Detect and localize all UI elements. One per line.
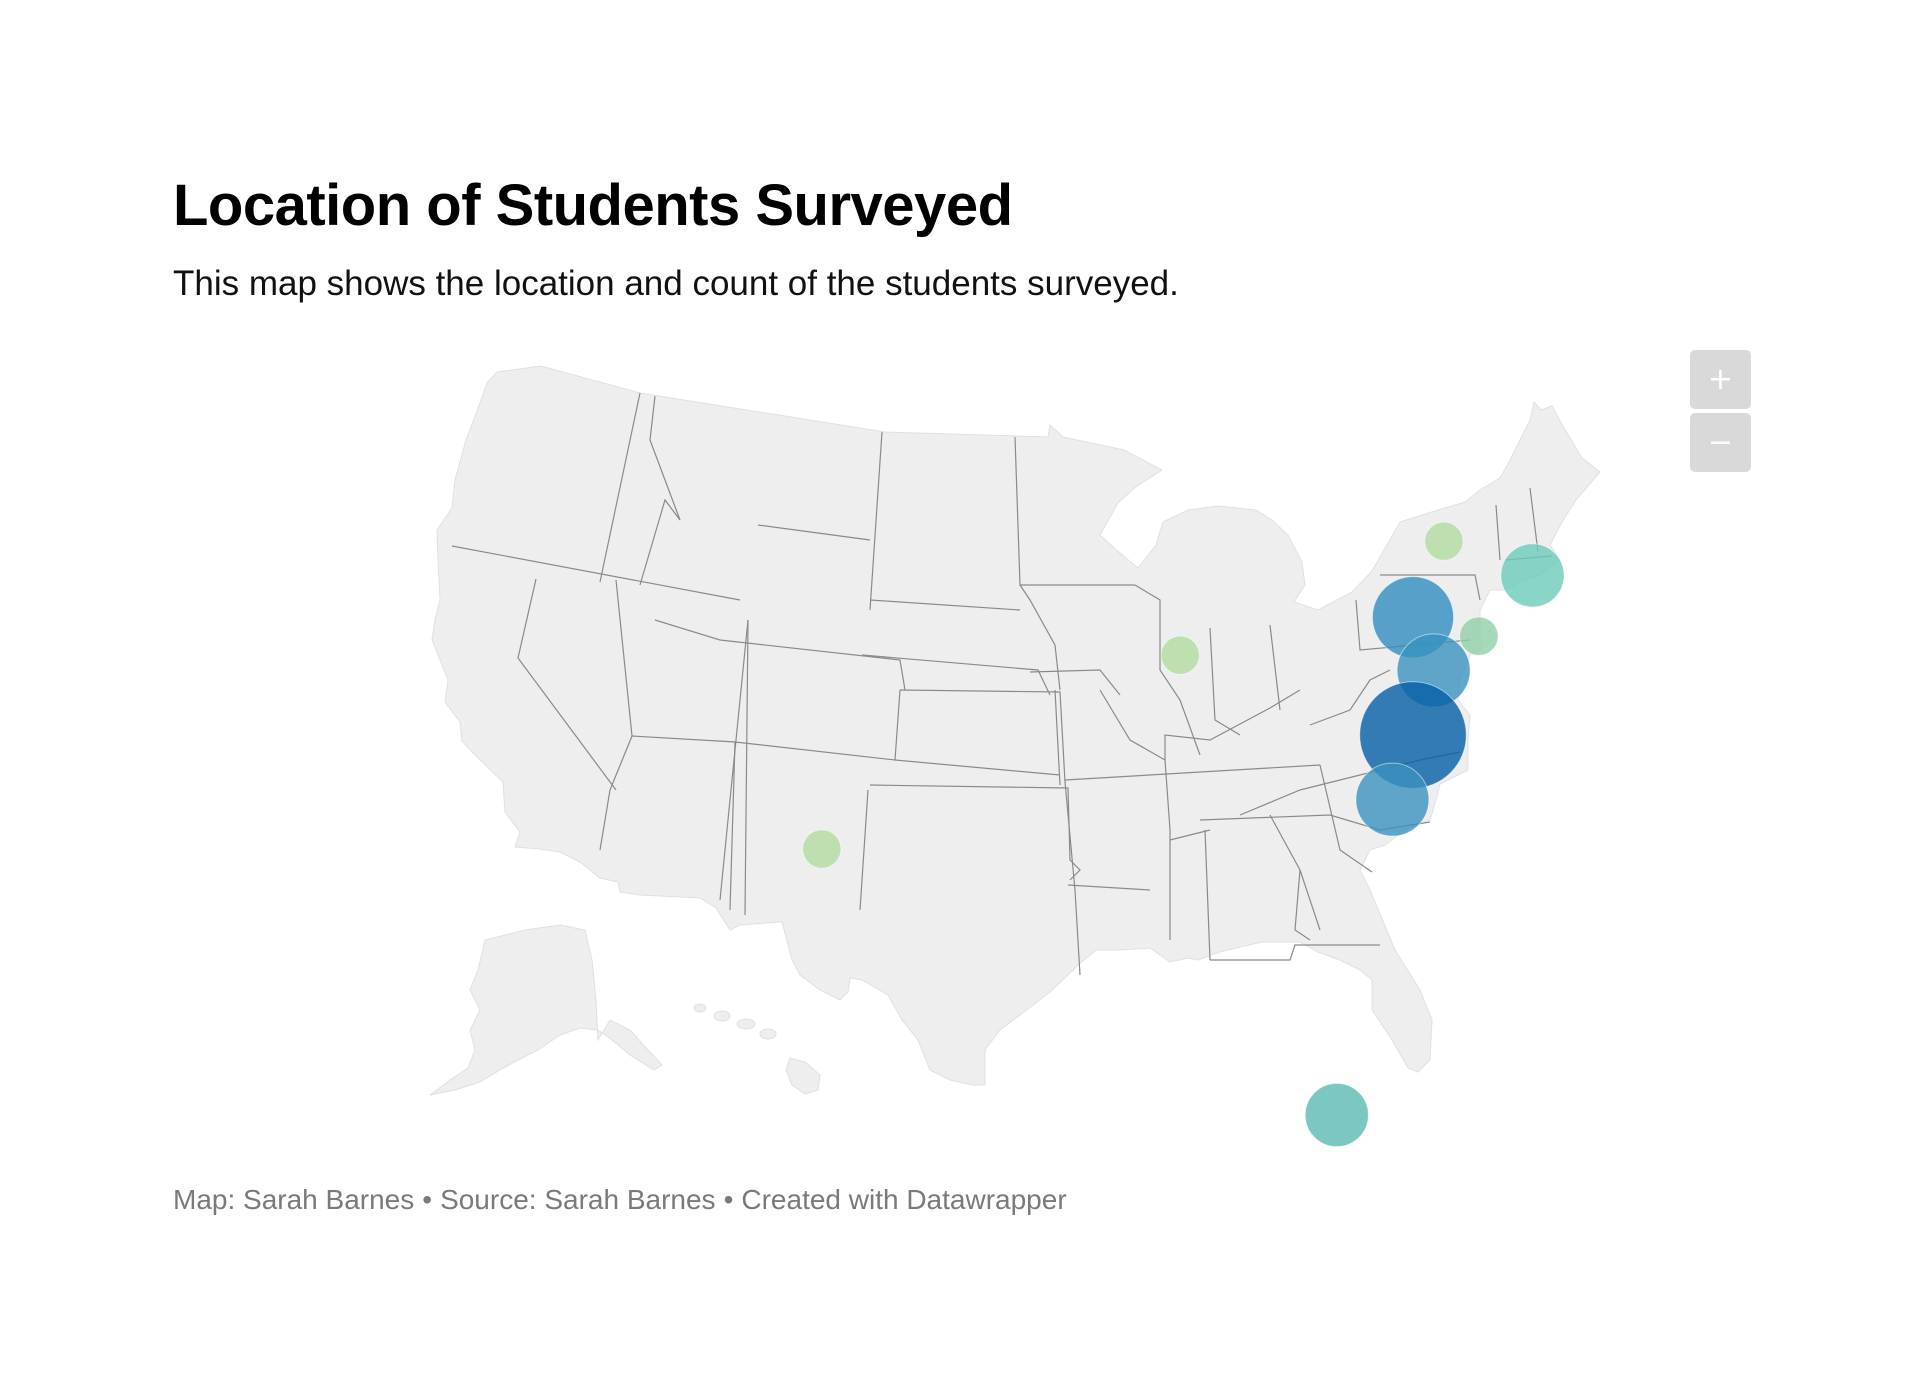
symbol-new-mexico[interactable] — [802, 829, 842, 869]
chart-footer: Map: Sarah Barnes • Source: Sarah Barnes • C… — [173, 1184, 1067, 1216]
alaska-shape — [429, 924, 663, 1096]
footer-separator: • — [422, 1184, 433, 1215]
contiguous-us-shape — [431, 365, 1601, 1086]
chart-subtitle: This map shows the location and count of… — [173, 264, 1179, 303]
land-layer — [429, 365, 1601, 1096]
hawaii-shapes — [693, 1003, 821, 1095]
zoom-out-button[interactable]: − — [1690, 413, 1751, 472]
source-credit: Source: Sarah Barnes — [440, 1184, 716, 1215]
datawrapper-credit[interactable]: Created with Datawrapper — [741, 1184, 1067, 1215]
zoom-in-button[interactable]: + — [1690, 350, 1751, 409]
symbol-layer — [802, 521, 1565, 1148]
symbol-connecticut-rhode-island[interactable] — [1500, 543, 1565, 608]
symbol-illinois[interactable] — [1160, 635, 1200, 675]
chart-title: Location of Students Surveyed — [173, 173, 1013, 238]
symbol-north-carolina[interactable] — [1355, 762, 1430, 837]
symbol-florida[interactable] — [1304, 1082, 1369, 1148]
footer-separator: • — [723, 1184, 734, 1215]
symbol-new-york-upstate[interactable] — [1424, 521, 1464, 561]
symbol-new-jersey[interactable] — [1459, 616, 1499, 656]
state-borders — [451, 392, 1553, 976]
map-credit: Map: Sarah Barnes — [173, 1184, 415, 1215]
